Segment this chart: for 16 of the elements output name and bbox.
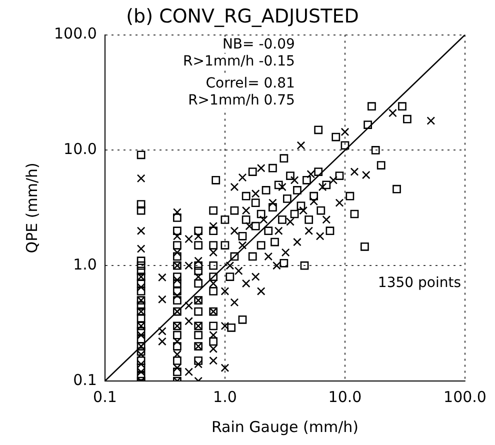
x-tick-label: 0.1 <box>93 388 117 406</box>
x-axis-title: Rain Gauge (mm/h) <box>211 418 358 436</box>
annotation: R>1mm/h 0.75 <box>188 92 295 108</box>
y-tick-label: 1.0 <box>73 255 97 274</box>
annotation: R>1mm/h -0.15 <box>183 53 295 70</box>
chart-title: (b) CONV_RG_ADJUSTED <box>126 5 359 28</box>
annotation: NB= -0.09 <box>222 36 295 52</box>
y-tick-label: 10.0 <box>64 140 97 158</box>
y-tick-label: 100.0 <box>54 24 97 43</box>
x-tick-label: 10.0 <box>328 388 362 406</box>
annotation: Correl= 0.81 <box>206 75 295 92</box>
y-axis-title: QPE (mm/h) <box>22 162 41 254</box>
x-tick-label: 1.0 <box>213 388 237 406</box>
x-tick-label: 100.0 <box>444 388 486 406</box>
y-tick-label: 0.1 <box>73 370 97 389</box>
annotation: 1350 points <box>378 275 461 292</box>
